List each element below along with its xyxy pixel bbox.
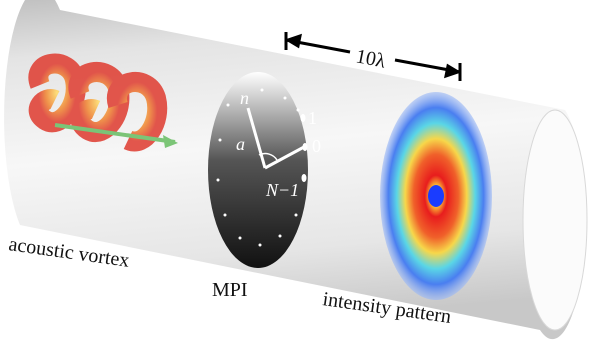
mpi-label-n: n [240, 88, 249, 108]
page: n a 1 0 N−1 10λ acoustic vortex MPI inte… [0, 0, 593, 346]
intensity-disk [380, 92, 492, 300]
waveguide-end [523, 110, 587, 330]
mpi-label: MPI [212, 279, 248, 301]
diagram: n a 1 0 N−1 10λ acoustic vortex MPI inte… [0, 0, 593, 346]
mpi-label-0: 0 [312, 136, 321, 156]
scale-label: 10λ [354, 45, 388, 72]
mpi-label-n-minus-1: N−1 [265, 180, 299, 200]
mpi-label-a: a [236, 134, 245, 154]
mpi-label-1: 1 [308, 108, 317, 128]
